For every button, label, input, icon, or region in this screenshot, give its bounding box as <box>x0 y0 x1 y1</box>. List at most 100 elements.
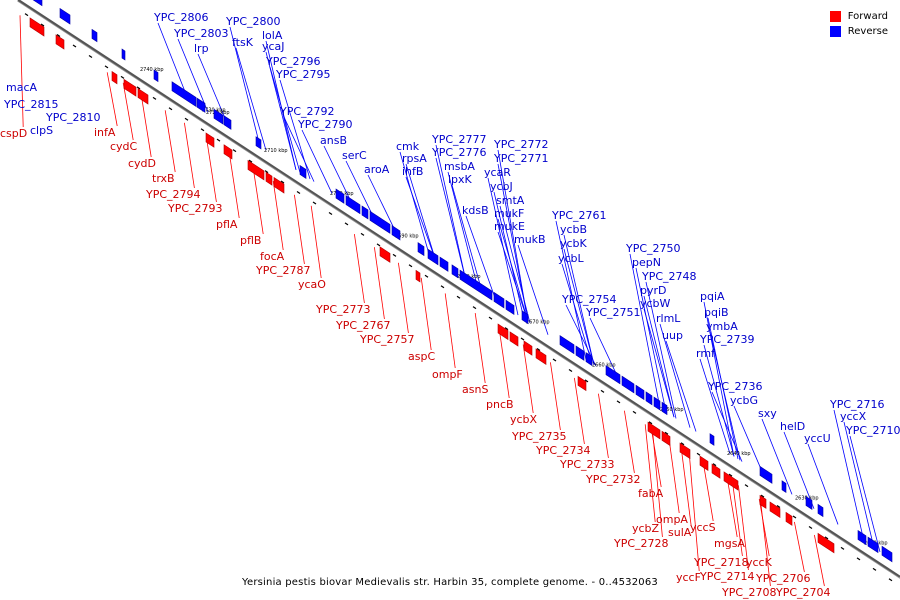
reverse-leader <box>563 234 595 365</box>
reverse-leader <box>761 418 793 495</box>
forward-gene <box>711 463 721 479</box>
forward-gene <box>523 340 533 356</box>
reverse-gene-label: ycbJ <box>490 180 513 193</box>
forward-leader <box>310 205 322 279</box>
reverse-gene-label: lrp <box>194 42 209 55</box>
reverse-gene-label: ymbA <box>706 320 738 333</box>
scale-dash <box>232 149 237 153</box>
forward-leader <box>688 453 700 572</box>
reverse-leader <box>283 116 315 182</box>
forward-gene <box>723 471 739 491</box>
reverse-leader <box>709 331 741 461</box>
axis-tick-label: 2640 kbp <box>727 451 751 457</box>
reverse-leader <box>405 176 437 262</box>
forward-leader <box>760 499 771 587</box>
scale-dash <box>424 274 429 278</box>
scale-dash <box>584 379 589 383</box>
reverse-gene-label: ycbL <box>558 252 585 265</box>
reverse-gene-label: yccU <box>804 432 831 445</box>
forward-gene-label: ompA <box>656 513 688 526</box>
reverse-gene <box>121 48 126 61</box>
scale-dash <box>408 264 413 268</box>
forward-gene-label: YPC_2732 <box>585 473 641 486</box>
forward-gene <box>759 494 767 509</box>
scale-dash <box>24 13 29 17</box>
forward-gene <box>577 375 587 392</box>
reverse-leader <box>733 405 765 477</box>
forward-gene-label: pncB <box>486 398 514 411</box>
reverse-gene-label: lpxK <box>448 173 473 186</box>
forward-leader <box>294 194 305 265</box>
scale-dash <box>824 536 829 540</box>
scale-dash <box>696 452 701 456</box>
reverse-gene-label: YPC_2800 <box>225 15 281 28</box>
reverse-gene <box>196 97 206 113</box>
scale-dash <box>56 34 61 38</box>
forward-leader <box>758 498 770 557</box>
reverse-gene-label: YPC_2754 <box>561 293 617 306</box>
reverse-leader <box>659 323 691 428</box>
reverse-gene <box>361 205 369 220</box>
reverse-gene-label: YPC_2736 <box>707 380 763 393</box>
forward-gene <box>111 70 118 85</box>
reverse-gene-label: ycaJ <box>262 40 285 53</box>
forward-leader <box>184 122 195 189</box>
forward-gene-label: YPC_2773 <box>315 303 371 316</box>
reverse-leader <box>635 267 667 412</box>
scale-dash <box>536 348 541 352</box>
reverse-gene-label: YPC_2796 <box>265 55 321 68</box>
scale-dash <box>840 546 845 550</box>
reverse-leader <box>629 253 661 409</box>
reverse-gene <box>505 299 515 316</box>
forward-gene-label: YPC_2733 <box>559 458 615 471</box>
scale-dash <box>632 410 637 414</box>
reverse-gene <box>223 115 232 130</box>
reverse-gene-label: YPC_2792 <box>279 105 335 118</box>
axis-tick-label: 2690 kbp <box>395 234 419 240</box>
reverse-leader <box>711 391 743 462</box>
reverse-gene <box>817 503 824 518</box>
forward-leader <box>444 293 456 369</box>
reverse-gene-label: ansB <box>320 134 347 147</box>
reverse-gene-label: sxy <box>758 407 777 420</box>
reverse-gene-label: cmk <box>396 140 420 153</box>
forward-gene <box>817 532 835 554</box>
scale-dash <box>264 170 269 174</box>
reverse-leader <box>229 26 261 147</box>
scale-dash <box>808 525 813 529</box>
reverse-gene-label: msbA <box>444 160 475 173</box>
reverse-leader <box>301 129 333 194</box>
scale-dash <box>792 515 797 519</box>
scale-dash <box>472 306 477 310</box>
scale-dash <box>104 65 109 69</box>
scale-dash <box>888 578 893 582</box>
forward-leader <box>550 362 561 431</box>
legend-forward-label: Forward <box>847 11 888 22</box>
reverse-leader <box>399 151 431 258</box>
axis-tick-label: 2670 kbp <box>526 319 550 325</box>
forward-leader <box>738 485 749 571</box>
forward-leader <box>680 447 692 527</box>
axis-tick-label: 2660 kbp <box>592 363 616 369</box>
reverse-gene <box>369 210 391 234</box>
reverse-gene <box>32 0 43 7</box>
reverse-gene-label: ftsK <box>232 36 254 49</box>
gene-arrows <box>29 0 893 563</box>
reverse-gene-label: ycbW <box>640 297 671 310</box>
reverse-leader <box>197 53 229 126</box>
forward-leader <box>122 82 134 141</box>
reverse-gene-label: pqiA <box>700 290 725 303</box>
forward-gene-label: infA <box>94 126 116 139</box>
forward-gene <box>509 331 519 347</box>
reverse-gene <box>575 345 585 361</box>
reverse-gene <box>653 396 661 411</box>
reverse-leader <box>451 184 483 292</box>
forward-gene-label: pflA <box>216 218 238 231</box>
scale-dash <box>40 23 45 27</box>
forward-gene-label: YPC_2793 <box>167 202 223 215</box>
reverse-leader <box>807 443 839 525</box>
reverse-gene-label: YPC_2771 <box>493 152 549 165</box>
forward-gene-label: aspC <box>408 350 435 363</box>
forward-swatch <box>829 11 841 22</box>
reverse-gene <box>345 195 361 215</box>
